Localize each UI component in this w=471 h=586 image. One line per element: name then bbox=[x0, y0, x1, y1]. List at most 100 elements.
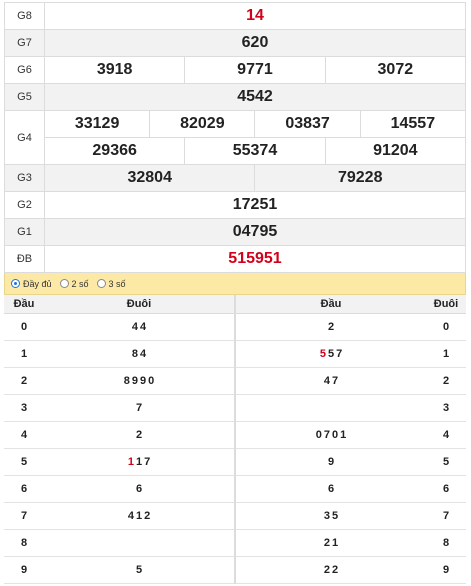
loto-duoi: 4 bbox=[426, 421, 466, 449]
prize-label: G1 bbox=[4, 218, 45, 246]
radio-icon[interactable] bbox=[96, 279, 106, 288]
loto-digit: 2 bbox=[327, 320, 335, 333]
loto-digit: 5 bbox=[327, 347, 335, 360]
prize-number: 14 bbox=[44, 2, 466, 30]
loto-digit: 7 bbox=[135, 401, 143, 414]
loto-header: Đầu Đuôi Đầu Đuôi bbox=[4, 295, 466, 314]
prize-number: 3918 bbox=[43, 56, 186, 84]
loto-digit: 8 bbox=[123, 374, 130, 387]
loto-digit: 1 bbox=[135, 455, 143, 468]
loto-digit: 5 bbox=[332, 509, 339, 522]
loto-digit: 1 bbox=[340, 428, 347, 441]
header-dau: Đầu bbox=[4, 295, 44, 314]
loto-dau: 7 bbox=[4, 502, 44, 530]
loto-dau: 5 bbox=[4, 448, 44, 476]
prize-row-g4-second: 29366 55374 91204 bbox=[5, 137, 467, 165]
loto-duoi: 3 bbox=[426, 394, 466, 422]
prize-label: G8 bbox=[4, 2, 45, 30]
loto-digit: 7 bbox=[323, 428, 330, 441]
prize-number: 91204 bbox=[324, 137, 467, 165]
loto-digit: 1 bbox=[127, 455, 134, 468]
prize-number: 55374 bbox=[184, 137, 326, 165]
loto-digit: 5 bbox=[319, 347, 326, 360]
loto-duoi: 7 bbox=[426, 502, 466, 530]
prize-table: G8 14 G7 620 G6 3918 9771 3072 G5 4542 G… bbox=[4, 2, 467, 273]
loto-duoi: 2 bbox=[426, 367, 466, 395]
prize-row-g3: G3 32804 79228 bbox=[4, 164, 466, 192]
loto-dau: 1 bbox=[4, 340, 44, 368]
prize-label: G4 bbox=[4, 110, 45, 165]
prize-row-g1: G1 04795 bbox=[4, 218, 466, 246]
loto-duoi: 8 bbox=[426, 529, 466, 557]
filter-option-3-digits[interactable]: 3 số bbox=[96, 278, 126, 289]
loto-digit: 3 bbox=[323, 509, 330, 522]
prize-number: 3072 bbox=[324, 56, 467, 84]
loto-duoi: 1 bbox=[426, 340, 466, 368]
loto-duoi: 6 bbox=[426, 475, 466, 503]
loto-digit: 7 bbox=[336, 347, 343, 360]
radio-icon[interactable] bbox=[59, 279, 69, 288]
loto-digit: 9 bbox=[131, 374, 138, 387]
loto-duoi-digits: 2 bbox=[44, 421, 235, 449]
loto-dau-digits: 9 bbox=[234, 448, 426, 476]
loto-digit: 2 bbox=[323, 563, 330, 576]
loto-digit: 6 bbox=[327, 482, 335, 495]
loto-digit: 2 bbox=[135, 428, 143, 441]
loto-duoi-digits bbox=[44, 529, 235, 557]
radio-selected-icon[interactable] bbox=[11, 279, 20, 288]
prize-label: ĐB bbox=[4, 245, 45, 273]
loto-row: 3 7 3 bbox=[4, 394, 466, 422]
prize-number: 79228 bbox=[254, 164, 466, 192]
header-dau-right: Đầu bbox=[234, 295, 426, 314]
loto-digit: 9 bbox=[140, 374, 147, 387]
prize-number: 32804 bbox=[43, 164, 256, 192]
prize-number: 17251 bbox=[44, 191, 466, 219]
loto-dau-digits: 2 bbox=[234, 313, 426, 341]
loto-digit: 4 bbox=[323, 374, 330, 387]
loto-dau: 2 bbox=[4, 367, 44, 395]
prize-row-g6: G6 3918 9771 3072 bbox=[4, 56, 467, 84]
prize-number: 33129 bbox=[43, 110, 151, 138]
prize-row-g7: G7 620 bbox=[4, 29, 466, 57]
loto-dau: 3 bbox=[4, 394, 44, 422]
loto-digit: 5 bbox=[135, 563, 143, 576]
filter-option-2-digits[interactable]: 2 số bbox=[59, 279, 89, 289]
prize-label: G2 bbox=[4, 191, 45, 219]
loto-digit: 4 bbox=[140, 320, 147, 333]
loto-dau-digits bbox=[234, 394, 426, 422]
prize-label: G5 bbox=[4, 83, 45, 111]
filter-option-label: 3 số bbox=[108, 278, 126, 289]
loto-digit: 4 bbox=[140, 347, 147, 360]
loto-duoi: 9 bbox=[426, 556, 466, 584]
loto-digit: 7 bbox=[144, 455, 151, 468]
display-filter: Đầy đủ 2 số 3 số bbox=[4, 273, 466, 295]
filter-option-full[interactable]: Đầy đủ bbox=[11, 279, 52, 289]
prize-number: 9771 bbox=[184, 56, 326, 84]
prize-number: 03837 bbox=[254, 110, 361, 138]
loto-digit: 0 bbox=[315, 428, 322, 441]
loto-dau: 4 bbox=[4, 421, 44, 449]
loto-dau: 0 bbox=[4, 313, 44, 341]
loto-digit: 1 bbox=[332, 536, 339, 549]
prize-number: 82029 bbox=[149, 110, 256, 138]
prize-row-g8: G8 14 bbox=[4, 2, 466, 30]
special-prize-number: 515951 bbox=[44, 245, 466, 273]
